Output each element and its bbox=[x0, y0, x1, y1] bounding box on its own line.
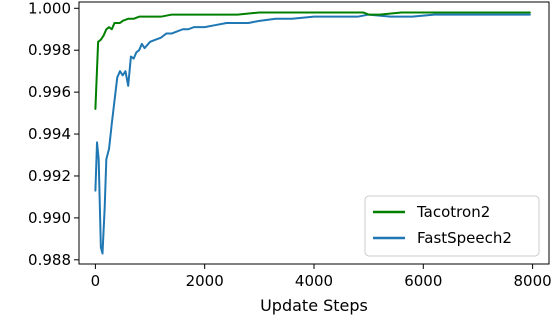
y-axis: 0.988 0.990 0.992 0.994 0.996 0.998 1.000 bbox=[28, 0, 79, 269]
x-tick-label: 6000 bbox=[404, 272, 442, 290]
x-axis-title: Update Steps bbox=[260, 296, 368, 315]
y-tick-label: 0.988 bbox=[28, 251, 71, 269]
legend-box bbox=[364, 195, 540, 257]
legend-label-fastspeech2: FastSpeech2 bbox=[417, 229, 512, 247]
y-tick-label: 0.992 bbox=[28, 167, 71, 185]
legend-label-tacotron2: Tacotron2 bbox=[416, 203, 490, 221]
y-tick-label: 0.998 bbox=[28, 41, 71, 59]
x-tick-label: 0 bbox=[91, 272, 101, 290]
x-tick-label: 2000 bbox=[186, 272, 224, 290]
y-tick-label: 1.000 bbox=[28, 0, 71, 17]
y-tick-label: 0.996 bbox=[28, 83, 71, 101]
series-layer bbox=[94, 11, 531, 255]
series-line-tacotron2 bbox=[94, 11, 531, 110]
y-tick-label: 0.990 bbox=[28, 209, 71, 227]
legend: Tacotron2 FastSpeech2 bbox=[364, 195, 540, 257]
x-axis: 0 2000 4000 6000 8000 bbox=[91, 264, 552, 290]
x-tick-label: 8000 bbox=[514, 272, 552, 290]
y-tick-label: 0.994 bbox=[28, 125, 71, 143]
x-tick-label: 4000 bbox=[295, 272, 333, 290]
